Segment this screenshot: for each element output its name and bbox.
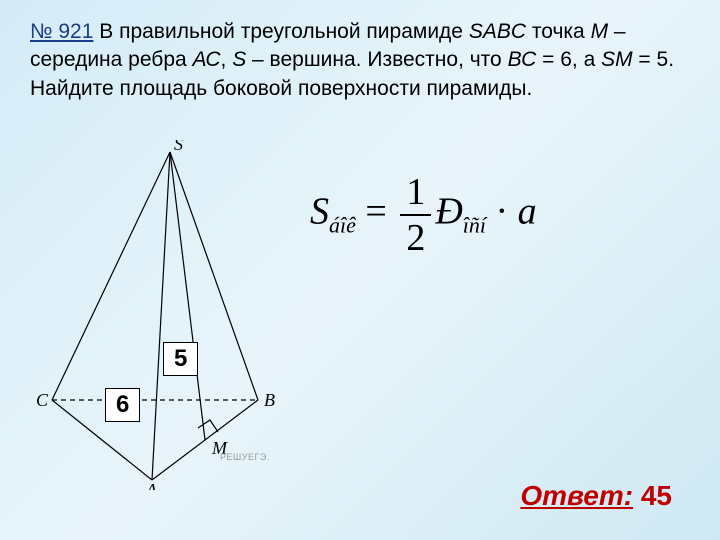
watermark-text: РЕШУЕГЭ. xyxy=(220,452,270,462)
vertex-a-label: A xyxy=(145,480,158,490)
vertex-b-label: B xyxy=(264,390,275,410)
problem-number: № 921 xyxy=(30,20,93,43)
pyramid-figure: S C B A M xyxy=(30,140,280,490)
measure-6-label: 6 xyxy=(105,388,140,422)
answer-value: 45 xyxy=(633,480,672,511)
answer-block: Ответ: 45 xyxy=(520,480,672,512)
vertex-c-label: C xyxy=(36,390,49,410)
measure-5-label: 5 xyxy=(163,342,198,376)
pyramid-svg: S C B A M xyxy=(30,140,280,490)
area-formula: Sáîê = 12Ðîñí · a xyxy=(310,170,537,260)
answer-label: Ответ: xyxy=(520,480,633,511)
vertex-s-label: S xyxy=(174,140,183,154)
problem-statement: № 921 В правильной треугольной пирамиде … xyxy=(30,18,690,103)
